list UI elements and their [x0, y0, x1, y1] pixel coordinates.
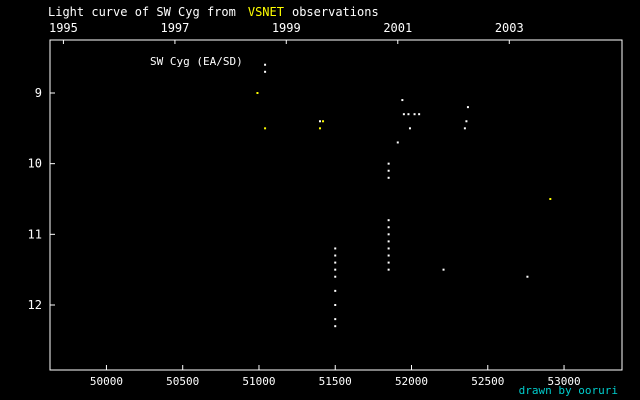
chart-title-suffix: observations — [292, 5, 379, 19]
star-label: SW Cyg (EA/SD) — [150, 55, 243, 68]
x-tick-label: 52500 — [471, 375, 504, 388]
data-point — [408, 127, 411, 130]
x-tick-label: 51000 — [242, 375, 275, 388]
y-tick-label: 12 — [28, 298, 42, 312]
data-point — [264, 127, 267, 130]
year-tick-label: 1995 — [49, 21, 78, 35]
data-point — [318, 120, 321, 123]
x-tick-label: 50000 — [90, 375, 123, 388]
x-tick-label: 50500 — [166, 375, 199, 388]
year-tick-label: 1997 — [160, 21, 189, 35]
x-axis: 50000 50500 51000 51500 52000 52500 53000 — [90, 365, 581, 388]
year-axis: 1995 1997 1999 2001 2003 — [49, 21, 524, 44]
data-point — [413, 113, 416, 116]
data-point — [387, 176, 390, 179]
data-point — [466, 106, 469, 109]
data-point — [334, 289, 337, 292]
data-point — [322, 120, 325, 123]
data-points — [256, 63, 552, 328]
data-point — [387, 268, 390, 271]
data-point — [526, 275, 529, 278]
data-point — [334, 261, 337, 264]
data-point — [334, 254, 337, 257]
data-point — [387, 169, 390, 172]
plot-border — [49, 39, 623, 371]
y-tick-label: 9 — [35, 86, 42, 100]
data-point — [418, 113, 421, 116]
data-point — [549, 197, 552, 200]
data-point — [387, 233, 390, 236]
data-point — [396, 141, 399, 144]
year-tick-label: 2001 — [383, 21, 412, 35]
chart-title-highlight: VSNET — [248, 5, 284, 19]
data-point — [401, 99, 404, 102]
plot-frame — [49, 39, 623, 371]
data-point — [264, 70, 267, 73]
x-tick-label: 51500 — [319, 375, 352, 388]
credit-label: drawn by ooruri — [519, 384, 618, 397]
y-axis: 9 10 11 12 — [28, 86, 55, 312]
data-point — [387, 261, 390, 264]
chart-title-prefix: Light curve of SW Cyg from — [48, 5, 236, 19]
data-point — [387, 219, 390, 222]
year-tick-label: 2003 — [495, 21, 524, 35]
data-point — [334, 318, 337, 321]
chart-title: Light curve of SW Cyg from VSNET observati… — [48, 5, 379, 19]
data-point — [407, 113, 410, 116]
data-point — [402, 113, 405, 116]
data-point — [264, 63, 267, 66]
data-point — [334, 325, 337, 328]
y-tick-label: 11 — [28, 227, 42, 241]
data-point — [256, 91, 259, 94]
data-point — [334, 303, 337, 306]
data-point — [318, 127, 321, 130]
x-tick-label: 52000 — [395, 375, 428, 388]
x-tick-label: 53000 — [547, 375, 580, 388]
data-point — [334, 275, 337, 278]
data-point — [463, 127, 466, 130]
data-point — [334, 268, 337, 271]
data-point — [442, 268, 445, 271]
data-point — [387, 226, 390, 229]
data-point — [387, 240, 390, 243]
data-point — [387, 162, 390, 165]
y-tick-label: 10 — [28, 157, 42, 171]
year-tick-label: 1999 — [272, 21, 301, 35]
data-point — [387, 254, 390, 257]
data-point — [387, 247, 390, 250]
data-point — [334, 247, 337, 250]
data-point — [465, 120, 468, 123]
